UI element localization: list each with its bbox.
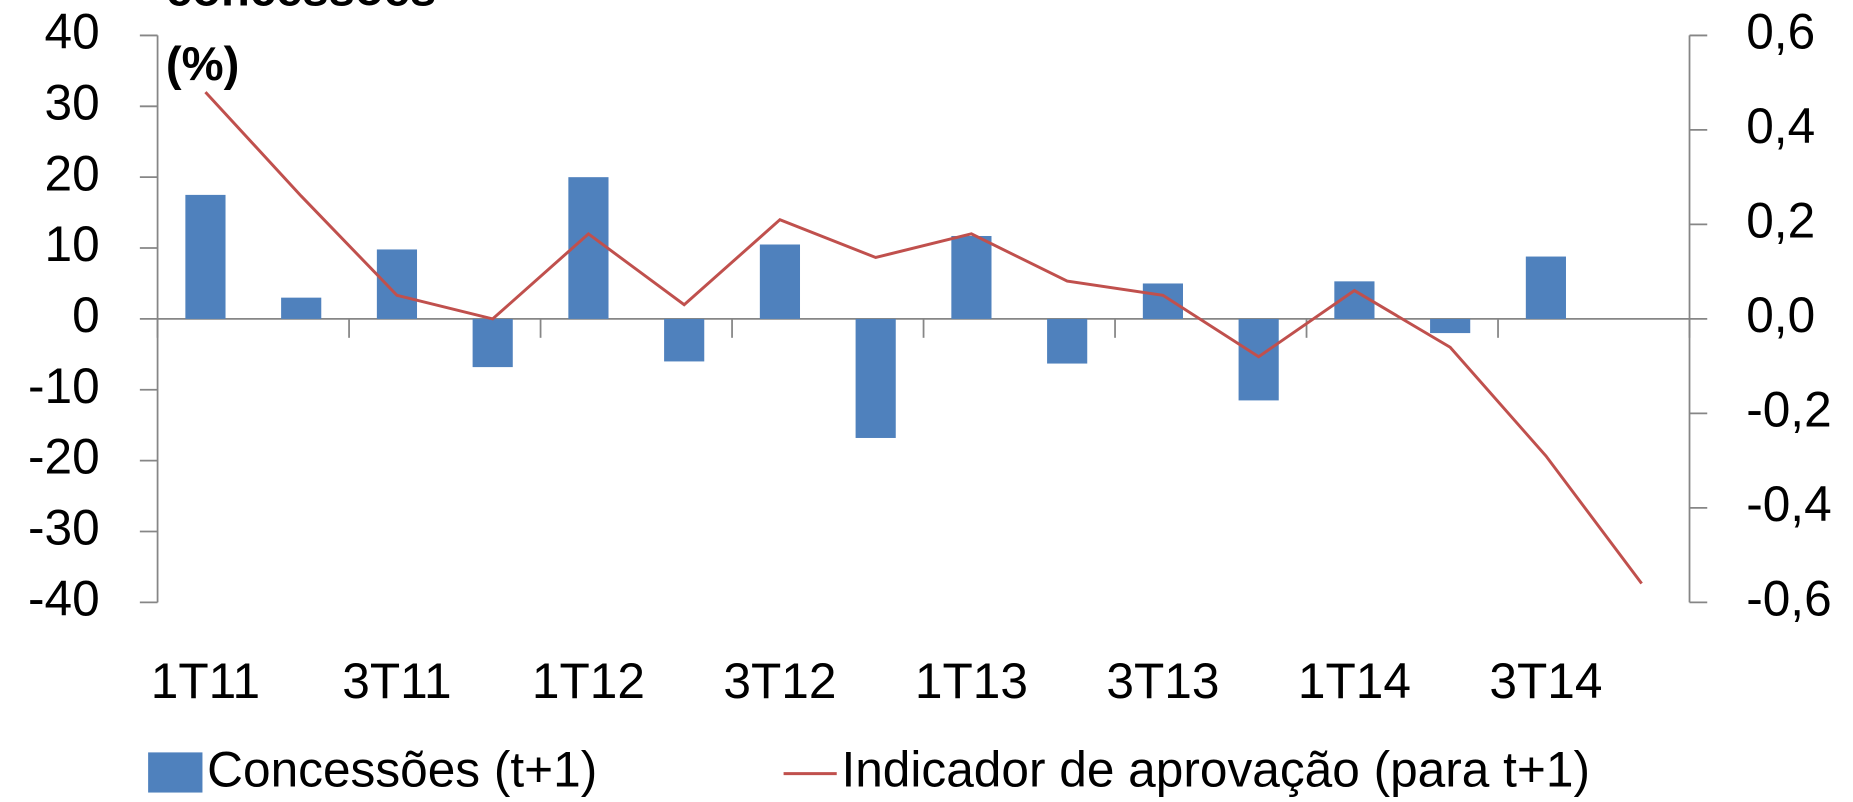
x-tick-label: 1T14 (1298, 653, 1411, 709)
y2-tick-label: -0,6 (1746, 570, 1831, 626)
bar (664, 318, 705, 362)
x-tick-label: 1T13 (915, 653, 1028, 709)
x-tick-label: 1T12 (532, 653, 645, 709)
y-tick-label: 20 (45, 145, 100, 201)
y-tick-label: 10 (45, 216, 100, 272)
bar (1238, 318, 1279, 401)
y2-tick-label: 0,0 (1746, 287, 1815, 343)
x-tick-label: 3T11 (342, 653, 451, 709)
x-tick-label: 1T11 (151, 653, 260, 709)
bar (1430, 318, 1471, 334)
y2-tick-label: -0,4 (1746, 476, 1831, 532)
bar (185, 194, 226, 319)
x-tick-label: 3T13 (1106, 653, 1219, 709)
legend-label: Indicador de aprovação (para t+1) (841, 742, 1590, 798)
x-tick-label: 3T14 (1489, 653, 1602, 709)
legend-label: Concessões (t+1) (207, 742, 597, 798)
y-tick-label: -30 (28, 500, 100, 556)
bar (1142, 283, 1183, 319)
y2-tick-label: 0,6 (1746, 4, 1815, 60)
y-tick-label: 30 (45, 74, 100, 130)
y-tick-label: -20 (28, 429, 100, 485)
bar (1047, 318, 1088, 364)
y-tick-label: -10 (28, 358, 100, 414)
y2-tick-label: -0,2 (1746, 382, 1831, 438)
bar (376, 249, 418, 319)
y-tick-label: -40 (28, 570, 100, 626)
bar (472, 318, 513, 368)
y-tick-label: 0 (72, 287, 100, 343)
y2-tick-label: 0,4 (1746, 98, 1815, 154)
bar (951, 235, 992, 319)
bar (1525, 256, 1566, 319)
chart-title: (%) (166, 38, 239, 91)
x-tick-label: 3T12 (723, 653, 836, 709)
bar (759, 244, 801, 319)
bar (281, 297, 322, 319)
bar (568, 177, 609, 319)
chart-title: concessões (166, 0, 436, 16)
bar (855, 318, 896, 438)
line (204, 91, 1643, 585)
legend-swatch (148, 752, 203, 793)
y2-tick-label: 0,2 (1746, 193, 1815, 249)
y-tick-label: 40 (45, 4, 100, 60)
